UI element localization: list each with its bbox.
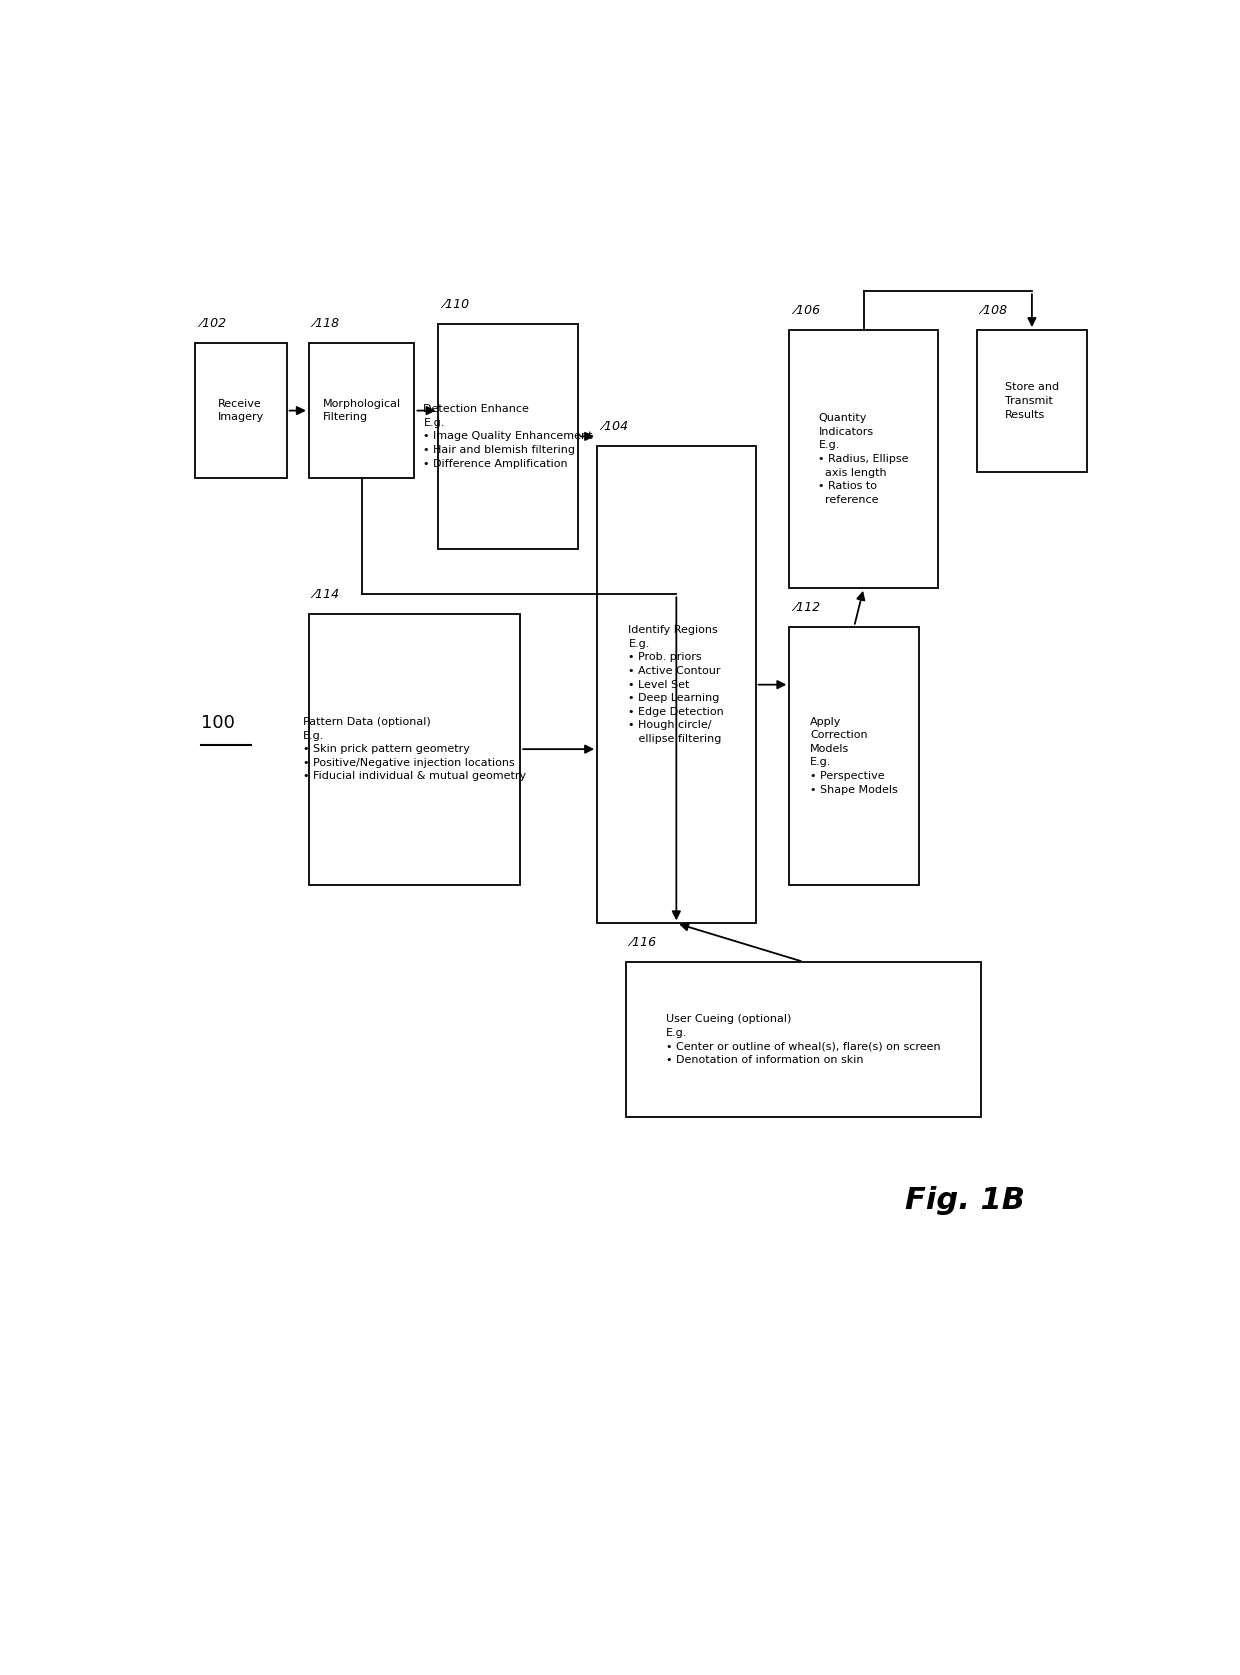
Text: User Cueing (optional)
E.g.
• Center or outline of wheal(s), flare(s) on screen
: User Cueing (optional) E.g. • Center or … <box>666 1013 941 1065</box>
Text: Morphological
Filtering: Morphological Filtering <box>322 399 401 422</box>
Text: ⁄108: ⁄108 <box>982 305 1008 317</box>
Text: ⁄114: ⁄114 <box>314 588 340 601</box>
Text: Detection Enhance
E.g.
• Image Quality Enhancement
• Hair and blemish filtering
: Detection Enhance E.g. • Image Quality E… <box>423 404 593 469</box>
Text: Quantity
Indicators
E.g.
• Radius, Ellipse
  axis length
• Ratios to
  reference: Quantity Indicators E.g. • Radius, Ellip… <box>818 414 909 504</box>
Text: Store and
Transmit
Results: Store and Transmit Results <box>1004 382 1059 419</box>
Text: Pattern Data (optional)
E.g.
• Skin prick pattern geometry
• Positive/Negative i: Pattern Data (optional) E.g. • Skin pric… <box>303 717 526 781</box>
Text: ⁄102: ⁄102 <box>200 317 226 330</box>
FancyBboxPatch shape <box>977 330 1087 472</box>
FancyBboxPatch shape <box>789 626 919 884</box>
Text: ⁄106: ⁄106 <box>794 305 820 317</box>
Text: ⁄112: ⁄112 <box>794 601 820 613</box>
Text: Identify Regions
E.g.
• Prob. priors
• Active Contour
• Level Set
• Deep Learnin: Identify Regions E.g. • Prob. priors • A… <box>629 625 724 744</box>
Text: ⁄116: ⁄116 <box>631 936 657 950</box>
Text: 100: 100 <box>201 714 236 732</box>
Text: Receive
Imagery: Receive Imagery <box>218 399 264 422</box>
FancyBboxPatch shape <box>196 343 286 479</box>
Text: ⁄110: ⁄110 <box>444 298 470 310</box>
FancyBboxPatch shape <box>626 961 982 1117</box>
FancyBboxPatch shape <box>439 323 578 549</box>
FancyBboxPatch shape <box>309 343 414 479</box>
FancyBboxPatch shape <box>596 446 755 923</box>
FancyBboxPatch shape <box>789 330 939 588</box>
FancyBboxPatch shape <box>309 613 521 884</box>
Text: Apply
Correction
Models
E.g.
• Perspective
• Shape Models: Apply Correction Models E.g. • Perspecti… <box>810 717 898 794</box>
Text: Fig. 1B: Fig. 1B <box>905 1186 1024 1214</box>
Text: ⁄118: ⁄118 <box>314 317 340 330</box>
Text: ⁄104: ⁄104 <box>601 420 627 434</box>
